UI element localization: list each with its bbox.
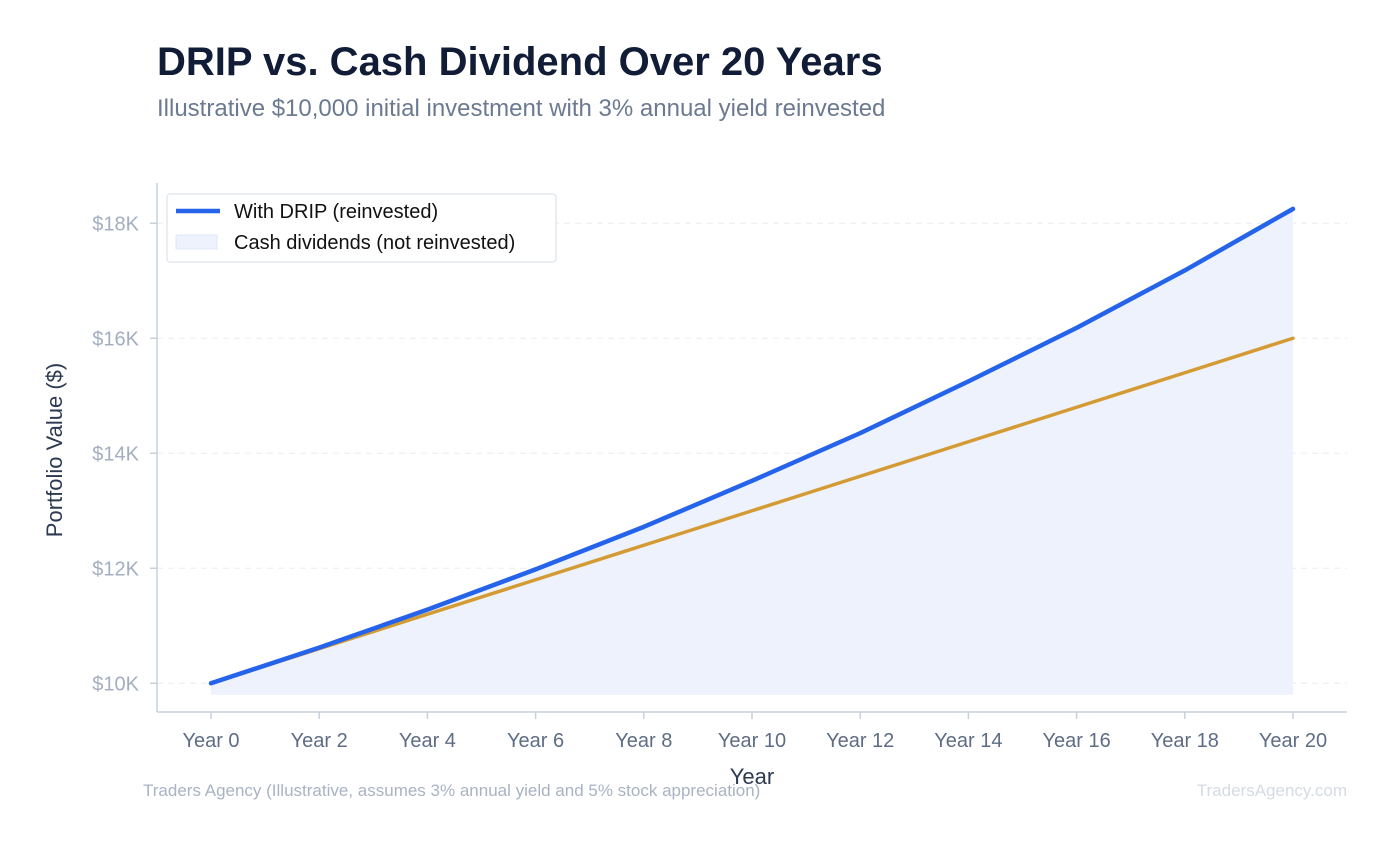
x-tick-label: Year 8 — [615, 730, 672, 752]
x-tick-label: Year 2 — [291, 730, 348, 752]
x-tick-label: Year 6 — [507, 730, 564, 752]
series-line-drip — [208, 206, 1296, 686]
y-tick-label: $16K — [92, 328, 139, 350]
chart-subtitle: Illustrative $10,000 initial investment … — [157, 95, 885, 122]
y-axis-label: Portfolio Value ($) — [42, 363, 67, 537]
legend-label-drip: With DRIP (reinvested) — [234, 201, 438, 223]
x-tick-label: Year 12 — [826, 730, 894, 752]
x-axis-label: Year — [730, 764, 774, 789]
area-layer — [211, 208, 1293, 695]
y-tick-label: $10K — [92, 673, 139, 695]
y-tick-label: $14K — [92, 443, 139, 465]
y-tick-label: $18K — [92, 213, 139, 235]
legend-swatch-cash — [175, 234, 218, 250]
drip-area — [211, 208, 1293, 695]
x-tick-label: Year 16 — [1042, 730, 1110, 752]
legend-box — [166, 193, 557, 263]
series-line-cash — [209, 336, 1295, 685]
x-tick-label: Year 4 — [399, 730, 456, 752]
y-tick-label: $12K — [92, 558, 139, 580]
x-tick-label: Year 14 — [934, 730, 1002, 752]
x-tick-label: Year 10 — [718, 730, 786, 752]
legend-label-cash: Cash dividends (not reinvested) — [234, 232, 515, 254]
legend: With DRIP (reinvested) Cash dividends (n… — [166, 193, 557, 263]
x-tick-label: Year 0 — [182, 730, 239, 752]
series-lines — [208, 206, 1296, 686]
y-axis-ticks: $10K $12K $14K $16K $18K — [92, 213, 157, 695]
chart-title: DRIP vs. Cash Dividend Over 20 Years — [157, 40, 883, 84]
footer-brand: TradersAgency.com — [1197, 781, 1347, 800]
x-axis-ticks: Year 0 Year 2 Year 4 Year 6 Year 8 Year 10 Yea… — [182, 712, 1327, 752]
x-tick-label: Year 18 — [1151, 730, 1219, 752]
x-tick-label: Year 20 — [1259, 730, 1327, 752]
footer-source: Traders Agency (Illustrative, assumes 3%… — [143, 781, 760, 800]
